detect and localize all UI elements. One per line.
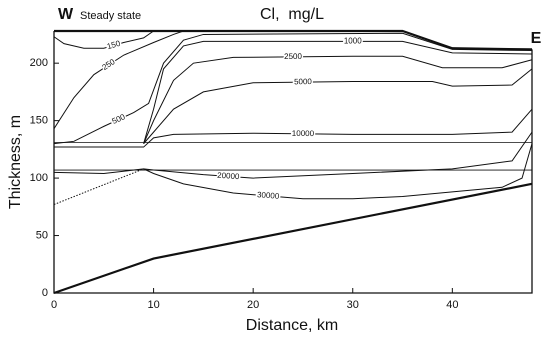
y-tick-label: 50	[36, 229, 48, 241]
contour-line	[143, 143, 533, 200]
y-tick-label: 100	[30, 172, 48, 184]
x-tick-label: 40	[446, 299, 458, 311]
contour-line	[143, 68, 533, 144]
x-axis-title: Distance, km	[246, 317, 338, 334]
y-axis-title: Thickness, m	[7, 115, 24, 209]
contour-line	[53, 131, 533, 179]
contour-line	[53, 30, 154, 49]
y-tick-label: 150	[30, 115, 48, 127]
boundary-line	[53, 182, 533, 295]
contour-label: 1000	[344, 36, 362, 45]
west-label: W	[58, 6, 74, 23]
axis-frame	[53, 31, 533, 294]
chart-title: Cl, mg/L	[260, 6, 324, 23]
contour-line	[143, 55, 533, 144]
contour-line	[54, 108, 533, 148]
contour-line	[53, 30, 184, 129]
contour-line	[53, 32, 533, 145]
y-tick-label: 0	[42, 287, 48, 299]
contour-label: 2500	[284, 52, 302, 61]
contour-label: 10000	[292, 129, 315, 138]
contour-label: 500	[111, 112, 127, 126]
contour-line	[143, 40, 533, 144]
x-tick-label: 10	[147, 299, 159, 311]
contour-label: 250	[101, 57, 118, 72]
contour-label: 150	[106, 39, 122, 51]
contour-label: 20000	[217, 171, 240, 182]
contour-label: 5000	[294, 77, 312, 86]
east-label: E	[531, 30, 542, 47]
x-tick-label: 30	[347, 299, 359, 311]
x-tick-label: 0	[51, 299, 57, 311]
contour-label: 30000	[257, 190, 280, 201]
boundary-line	[54, 29, 533, 51]
x-tick-label: 20	[247, 299, 259, 311]
y-tick-label: 200	[30, 57, 48, 69]
boundary-line	[53, 168, 144, 205]
subtitle: Steady state	[80, 10, 141, 22]
